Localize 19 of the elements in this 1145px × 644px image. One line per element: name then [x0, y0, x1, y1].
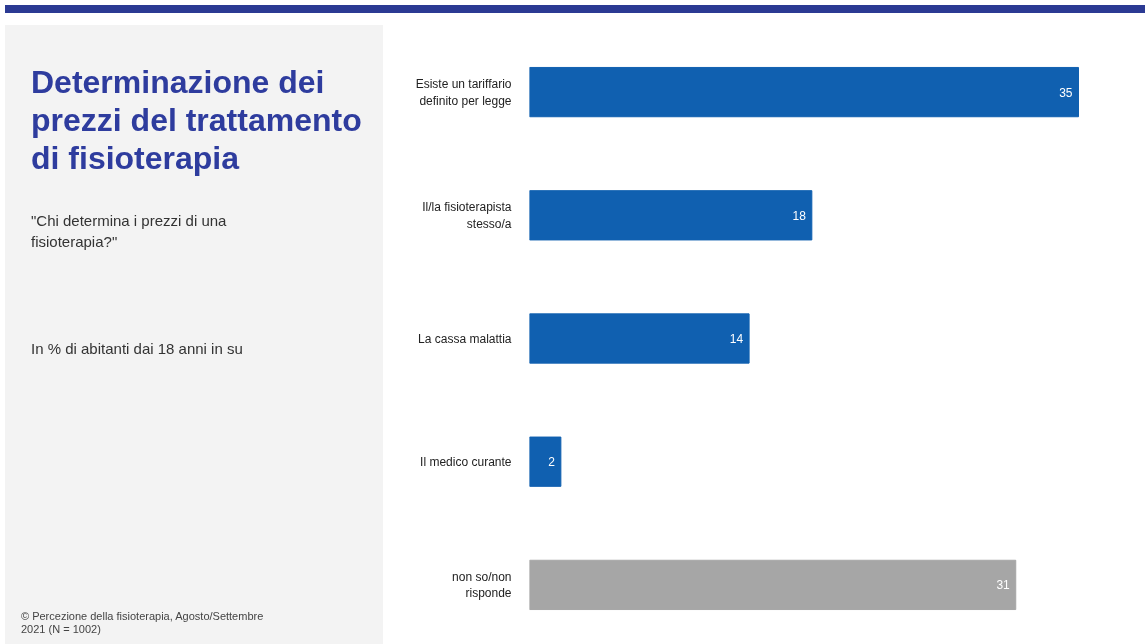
- y-tick-label: Il medico curante: [420, 454, 512, 469]
- bar: [529, 313, 750, 364]
- data-label: 18: [792, 208, 807, 223]
- bar: [529, 190, 813, 241]
- data-label: 31: [996, 578, 1011, 593]
- data-label: 14: [729, 332, 744, 346]
- y-tick-label: Il/la fisioterapista stesso/a: [422, 199, 512, 231]
- bar: [529, 66, 1079, 118]
- data-label: 2: [548, 455, 556, 470]
- bar: [529, 436, 562, 487]
- data-label: 35: [1059, 85, 1073, 100]
- y-tick-label: non so/non risponde: [452, 569, 512, 601]
- y-tick-label: Esiste un tariffario definito per legge: [415, 76, 512, 108]
- text: Determinazione dei prezzi del trattamento di fisioterapia: [31, 63, 363, 177]
- y-tick-label: La cassa malattia: [418, 331, 512, 346]
- text: © Percezione della fisioterapia, Agosto/Settembre 2021 (N = 1002): [21, 610, 265, 636]
- text: In % di abitanti dai 18 anni in su: [31, 339, 244, 359]
- text: "Chi determina i prezzi di una fisioterapia?": [31, 211, 228, 253]
- bar: [529, 559, 1017, 611]
